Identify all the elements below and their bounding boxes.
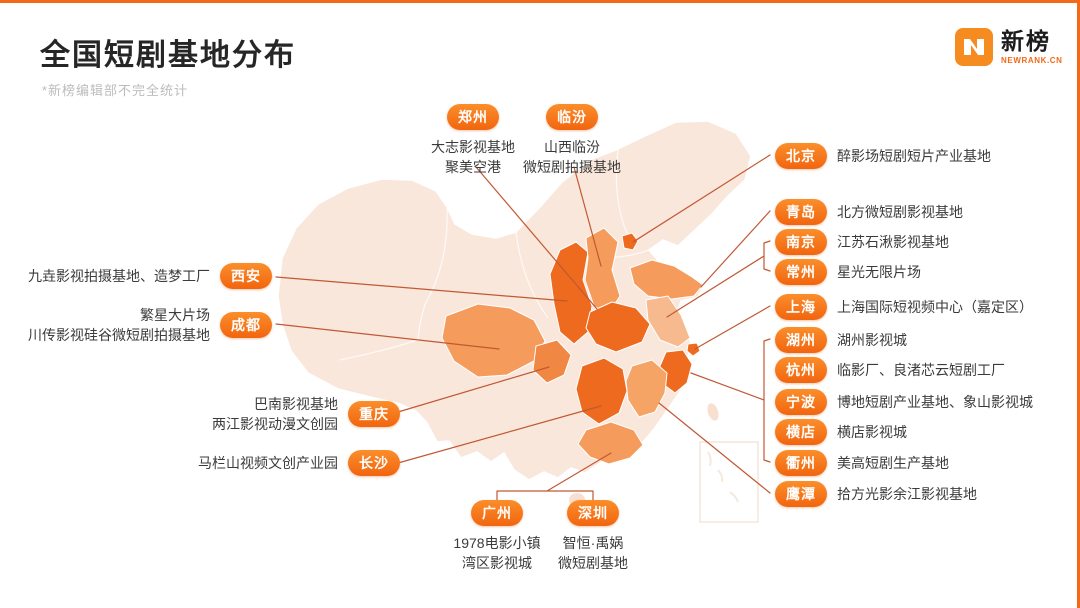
province-shandong	[629, 259, 704, 300]
city-label-chongqing: 巴南影视基地 两江影视动漫文创园 重庆	[212, 394, 400, 434]
city-badge-quzhou: 衢州	[775, 450, 827, 476]
province-shanghai	[686, 342, 701, 357]
city-badge-changzhou: 常州	[775, 259, 827, 285]
city-label-chengdu: 繁星大片场 川传影视硅谷微短剧拍摄基地 成都	[28, 305, 272, 345]
newrank-logo: 新榜 NEWRANK.CN	[955, 28, 1063, 66]
logo-domain: NEWRANK.CN	[1001, 55, 1063, 65]
connector-lines	[275, 154, 771, 502]
city-bases-guangzhou: 1978电影小镇 湾区影视城	[453, 535, 541, 571]
logo-name: 新榜	[1001, 27, 1051, 54]
city-badge-ningbo: 宁波	[775, 389, 827, 415]
city-label-shenzhen: 深圳 智恒·禹娲 微短剧基地	[523, 500, 663, 573]
top-accent-border	[0, 0, 1080, 3]
city-bases-zhengzhou: 大志影视基地 聚美空港	[431, 139, 515, 175]
city-bases-yingtan: 拾方光影余江影视基地	[837, 486, 977, 502]
south-china-sea-inset	[699, 441, 759, 523]
city-label-beijing: 北京 醉影场短剧短片产业基地	[775, 143, 991, 169]
city-badge-hengdian: 横店	[775, 419, 827, 445]
right-accent-border	[1077, 0, 1080, 608]
city-bases-xian: 九垚影视拍摄基地、造梦工厂	[28, 268, 210, 284]
city-bases-changzhou: 星光无限片场	[837, 264, 921, 280]
city-label-huzhou: 湖州 湖州影视城	[775, 327, 907, 353]
city-bases-shanghai: 上海国际短视频中心（嘉定区）	[837, 299, 1033, 315]
city-badge-nanjing: 南京	[775, 229, 827, 255]
city-label-hangzhou: 杭州 临影厂、良渚芯云短剧工厂	[775, 357, 1005, 383]
newrank-logo-icon	[955, 28, 993, 66]
city-badge-shenzhen: 深圳	[567, 500, 619, 526]
city-badge-shanghai: 上海	[775, 294, 827, 320]
city-bases-qingdao: 北方微短剧影视基地	[837, 204, 963, 220]
province-hunan	[575, 357, 628, 425]
island-taiwan	[707, 403, 719, 421]
city-badge-hangzhou: 杭州	[775, 357, 827, 383]
city-bases-hangzhou: 临影厂、良渚芯云短剧工厂	[837, 362, 1005, 378]
city-badge-huzhou: 湖州	[775, 327, 827, 353]
city-badge-chengdu: 成都	[220, 312, 272, 338]
province-chongqing	[532, 339, 572, 384]
city-label-guangzhou: 广州 1978电影小镇 湾区影视城	[427, 500, 567, 573]
city-label-quzhou: 衢州 美高短剧生产基地	[775, 450, 949, 476]
city-badge-yingtan: 鹰潭	[775, 481, 827, 507]
city-label-shanghai: 上海 上海国际短视频中心（嘉定区）	[775, 294, 1033, 320]
city-bases-beijing: 醉影场短剧短片产业基地	[837, 148, 991, 164]
city-bases-chengdu: 繁星大片场 川传影视硅谷微短剧拍摄基地	[28, 307, 210, 343]
city-badge-zhengzhou: 郑州	[447, 104, 499, 130]
city-label-yingtan: 鹰潭 拾方光影余江影视基地	[775, 481, 977, 507]
city-badge-chongqing: 重庆	[348, 401, 400, 427]
city-bases-changsha: 马栏山视频文创产业园	[198, 455, 338, 471]
province-guangdong	[577, 421, 644, 465]
city-bases-quzhou: 美高短剧生产基地	[837, 455, 949, 471]
city-badge-linfen: 临汾	[546, 104, 598, 130]
city-label-changsha: 马栏山视频文创产业园 长沙	[198, 450, 400, 476]
city-bases-ningbo: 博地短剧产业基地、象山影视城	[837, 394, 1033, 410]
city-badge-qingdao: 青岛	[775, 199, 827, 225]
city-bases-chongqing: 巴南影视基地 两江影视动漫文创园	[212, 396, 338, 432]
page-subtitle: *新榜编辑部不完全统计	[42, 83, 189, 98]
city-label-hengdian: 横店 横店影视城	[775, 419, 907, 445]
city-label-xian: 九垚影视拍摄基地、造梦工厂 西安	[28, 263, 272, 289]
city-bases-shenzhen: 智恒·禹娲 微短剧基地	[558, 535, 628, 571]
province-beijing	[621, 232, 639, 251]
city-label-nanjing: 南京 江苏石湫影视基地	[775, 229, 949, 255]
city-label-qingdao: 青岛 北方微短剧影视基地	[775, 199, 963, 225]
city-label-changzhou: 常州 星光无限片场	[775, 259, 921, 285]
city-label-linfen: 临汾 山西临汾 微短剧拍摄基地	[502, 104, 642, 177]
city-bases-nanjing: 江苏石湫影视基地	[837, 234, 949, 250]
city-badge-beijing: 北京	[775, 143, 827, 169]
city-label-zhengzhou: 郑州 大志影视基地 聚美空港	[403, 104, 543, 177]
city-badge-xian: 西安	[220, 263, 272, 289]
city-bases-hengdian: 横店影视城	[837, 424, 907, 440]
city-badge-guangzhou: 广州	[471, 500, 523, 526]
page-title: 全国短剧基地分布	[40, 39, 296, 72]
province-borders	[339, 148, 650, 361]
city-label-ningbo: 宁波 博地短剧产业基地、象山影视城	[775, 389, 1033, 415]
province-henan	[585, 301, 651, 353]
city-bases-huzhou: 湖州影视城	[837, 332, 907, 348]
province-jiangsu	[645, 295, 691, 348]
city-badge-changsha: 长沙	[348, 450, 400, 476]
city-bases-linfen: 山西临汾 微短剧拍摄基地	[523, 139, 621, 175]
